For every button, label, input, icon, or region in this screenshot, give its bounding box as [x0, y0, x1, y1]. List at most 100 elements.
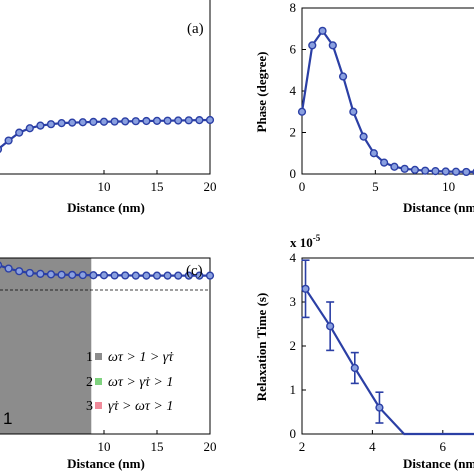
data-point: [174, 116, 183, 125]
x-tick-label: 20: [204, 439, 217, 454]
legend-text-3: γ̇τ > ωτ > 1: [108, 399, 173, 414]
data-point: [308, 41, 317, 50]
data-point: [174, 271, 183, 280]
legend-swatch-1: [95, 353, 102, 360]
data-point: [110, 271, 119, 280]
data-point: [195, 271, 204, 280]
data-point: [301, 284, 310, 293]
data-point: [68, 118, 77, 127]
series-line: [300, 28, 474, 173]
data-point: [142, 116, 151, 126]
data-point: [46, 120, 56, 129]
region-1-label: 1: [3, 409, 12, 428]
panel-c-xlabel: Distance (nm): [67, 456, 145, 471]
data-point: [380, 158, 389, 167]
data-point: [46, 270, 56, 279]
legend-text-2: ωτ > γ̇τ > 1: [108, 375, 173, 390]
data-point: [4, 136, 13, 145]
data-point: [390, 162, 399, 171]
y-tick-label: 6: [290, 42, 297, 57]
panel-b: 0 5 10 0 2 4 6 8 Phase (degree) Distance (nm): [254, 0, 474, 215]
legend-num-2: 2: [86, 375, 93, 390]
legend-num-3: 3: [86, 399, 93, 414]
panel-a-xlabel: Distance (nm): [67, 200, 145, 215]
legend: 1 ωτ > 1 > γ̇τ 2 ωτ > γ̇τ > 1 3 γ̇τ > ωτ…: [86, 350, 174, 414]
data-point: [184, 271, 193, 280]
x-tick-label: 15: [151, 179, 164, 194]
data-point: [163, 116, 172, 125]
x-tick-label: 10: [98, 179, 111, 194]
data-point: [441, 167, 450, 176]
legend-text-1: ωτ > 1 > γ̇τ: [108, 350, 174, 365]
data-point: [25, 268, 34, 278]
x-tick-label: 20: [204, 179, 217, 194]
legend-item-1: 1 ωτ > 1 > γ̇τ: [86, 350, 174, 365]
data-point: [36, 121, 45, 130]
data-point: [121, 271, 130, 280]
data-point: [0, 261, 3, 269]
panel-d-multiplier: x 10-5: [290, 233, 321, 250]
data-point: [57, 270, 66, 279]
data-point: [15, 267, 24, 276]
y-tick-label: 4: [290, 83, 297, 98]
data-point: [350, 363, 359, 373]
data-point: [99, 271, 109, 280]
data-point: [131, 271, 140, 280]
data-point: [25, 124, 34, 133]
data-point: [15, 128, 24, 137]
legend-swatch-3: [95, 402, 102, 409]
data-point: [297, 107, 307, 116]
data-point: [205, 115, 215, 125]
data-point: [68, 270, 77, 279]
data-point: [375, 403, 384, 412]
data-point: [410, 165, 420, 174]
data-point: [369, 149, 378, 158]
x-tick-label: 6: [440, 439, 447, 454]
data-point: [78, 118, 87, 127]
x-tick-label: 2: [299, 439, 306, 454]
data-point: [359, 132, 368, 141]
data-point: [421, 166, 430, 175]
y-tick-label: 8: [290, 0, 297, 15]
panel-a-tag: (a): [187, 21, 204, 37]
series-line: [304, 288, 474, 436]
x-tick-label: 10: [442, 179, 455, 194]
data-point: [4, 264, 13, 273]
data-point: [152, 116, 162, 125]
legend-swatch-2: [95, 378, 102, 385]
data-point: [328, 41, 337, 50]
x-tick-label: 4: [369, 439, 376, 454]
panel-b-ylabel: Phase (degree): [254, 52, 269, 133]
panel-d-frame: [301, 257, 474, 435]
data-point: [338, 72, 348, 81]
data-point: [121, 117, 130, 126]
y-tick-label: 0: [290, 426, 297, 441]
y-tick-label: 4: [290, 250, 297, 265]
data-point: [318, 26, 327, 35]
data-point: [163, 271, 172, 280]
data-point: [326, 322, 335, 331]
data-point: [131, 117, 140, 126]
legend-num-1: 1: [86, 350, 93, 365]
panel-a-frame: [0, 0, 211, 175]
x-tick-label: 0: [299, 179, 306, 194]
panel-b-xlabel: Distance (nm): [403, 200, 474, 215]
y-tick-label: 3: [290, 294, 297, 309]
data-point: [57, 119, 66, 128]
data-point: [36, 269, 45, 278]
data-point: [99, 117, 109, 126]
y-tick-label: 1: [290, 382, 297, 397]
data-point: [349, 107, 358, 116]
data-point: [431, 166, 440, 176]
data-point: [400, 164, 409, 173]
data-point: [195, 116, 204, 125]
data-point: [462, 167, 471, 177]
region-1-shade: [0, 258, 92, 434]
x-tick-label: 5: [372, 179, 379, 194]
panel-d-ylabel: Relaxation Time (s): [254, 293, 269, 402]
y-tick-label: 2: [290, 125, 297, 140]
data-point: [89, 271, 98, 280]
data-point: [152, 271, 162, 280]
y-tick-label: 0: [290, 166, 297, 181]
data-point: [451, 167, 461, 176]
